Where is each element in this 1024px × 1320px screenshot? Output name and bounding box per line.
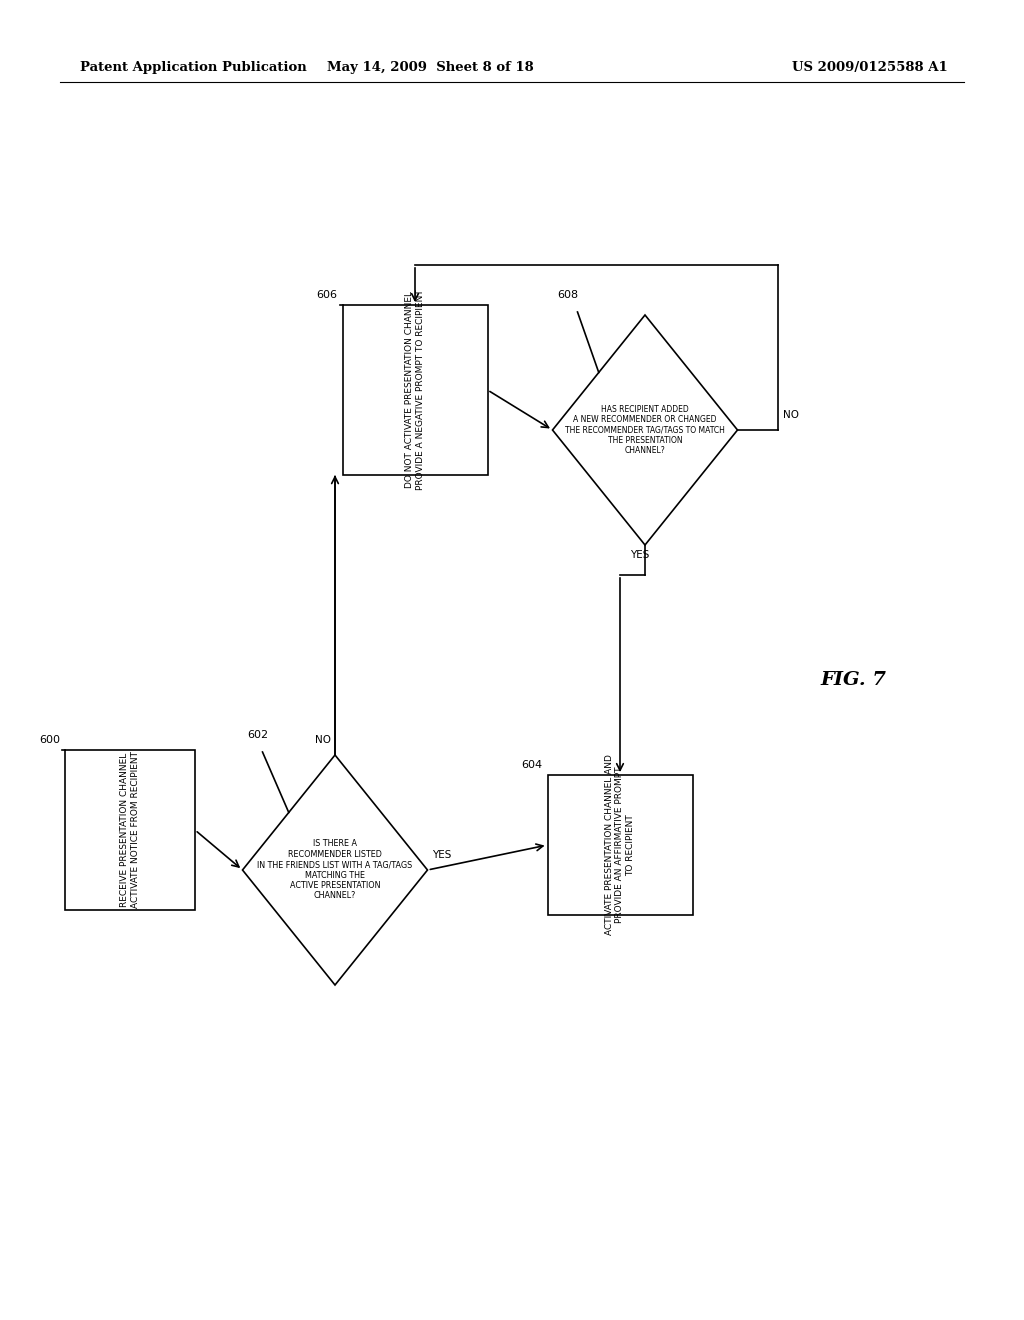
Text: IS THERE A
RECOMMENDER LISTED
IN THE FRIENDS LIST WITH A TAG/TAGS
MATCHING THE
A: IS THERE A RECOMMENDER LISTED IN THE FRI… xyxy=(257,840,413,900)
Text: May 14, 2009  Sheet 8 of 18: May 14, 2009 Sheet 8 of 18 xyxy=(327,62,534,74)
Text: NO: NO xyxy=(782,411,799,420)
Text: YES: YES xyxy=(432,850,452,861)
Text: DO NOT ACTIVATE PRESENTATION CHANNEL
PROVIDE A NEGATIVE PROMPT TO RECIPIENT: DO NOT ACTIVATE PRESENTATION CHANNEL PRO… xyxy=(406,289,425,490)
Text: RECEIVE PRESENTATION CHANNEL
ACTIVATE NOTICE FROM RECIPIENT: RECEIVE PRESENTATION CHANNEL ACTIVATE NO… xyxy=(120,751,139,908)
Bar xyxy=(65,750,195,909)
Polygon shape xyxy=(243,755,427,985)
Text: 604: 604 xyxy=(521,760,543,770)
Text: ACTIVATE PRESENTATION CHANNEL AND
PROVIDE AN AFFIRMATIVE PROMPT
TO RECIPIENT: ACTIVATE PRESENTATION CHANNEL AND PROVID… xyxy=(605,755,635,936)
Bar xyxy=(548,775,692,915)
Text: 602: 602 xyxy=(248,730,268,741)
Bar xyxy=(342,305,487,475)
Text: US 2009/0125588 A1: US 2009/0125588 A1 xyxy=(793,62,948,74)
Text: NO: NO xyxy=(315,735,331,744)
Text: Patent Application Publication: Patent Application Publication xyxy=(80,62,307,74)
Text: YES: YES xyxy=(630,550,649,560)
Text: 608: 608 xyxy=(557,290,579,300)
Text: 606: 606 xyxy=(316,290,338,300)
Text: FIG. 7: FIG. 7 xyxy=(820,671,886,689)
Polygon shape xyxy=(553,315,737,545)
Text: 600: 600 xyxy=(39,735,60,744)
Text: HAS RECIPIENT ADDED
A NEW RECOMMENDER OR CHANGED
THE RECOMMENDER TAG/TAGS TO MAT: HAS RECIPIENT ADDED A NEW RECOMMENDER OR… xyxy=(565,405,725,455)
